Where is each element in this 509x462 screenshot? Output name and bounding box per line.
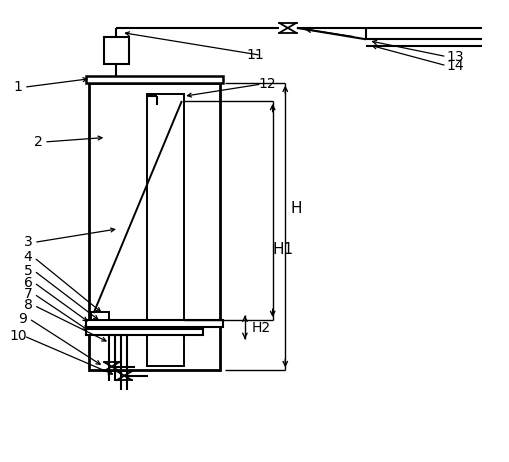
Bar bbox=[91, 312, 108, 320]
Bar bbox=[86, 320, 222, 327]
Text: 11: 11 bbox=[246, 48, 263, 62]
Text: 14: 14 bbox=[446, 59, 463, 73]
Text: 4: 4 bbox=[23, 250, 32, 264]
Text: 7: 7 bbox=[23, 287, 32, 301]
Bar bbox=[86, 76, 222, 83]
Text: H1: H1 bbox=[272, 242, 293, 257]
Text: 13: 13 bbox=[446, 49, 463, 64]
Text: 6: 6 bbox=[23, 275, 33, 290]
Text: 1: 1 bbox=[13, 80, 22, 94]
Text: H2: H2 bbox=[251, 322, 270, 335]
Bar bbox=[103, 37, 129, 64]
Bar bbox=[86, 329, 202, 334]
Text: 10: 10 bbox=[9, 329, 26, 343]
Text: 2: 2 bbox=[34, 135, 42, 149]
Text: 5: 5 bbox=[23, 264, 32, 278]
Bar bbox=[89, 83, 219, 370]
Text: 9: 9 bbox=[18, 312, 27, 326]
Text: 3: 3 bbox=[23, 236, 32, 249]
Text: H: H bbox=[290, 201, 301, 216]
Bar bbox=[146, 94, 184, 365]
Text: 8: 8 bbox=[23, 298, 33, 312]
Text: 12: 12 bbox=[258, 77, 276, 91]
